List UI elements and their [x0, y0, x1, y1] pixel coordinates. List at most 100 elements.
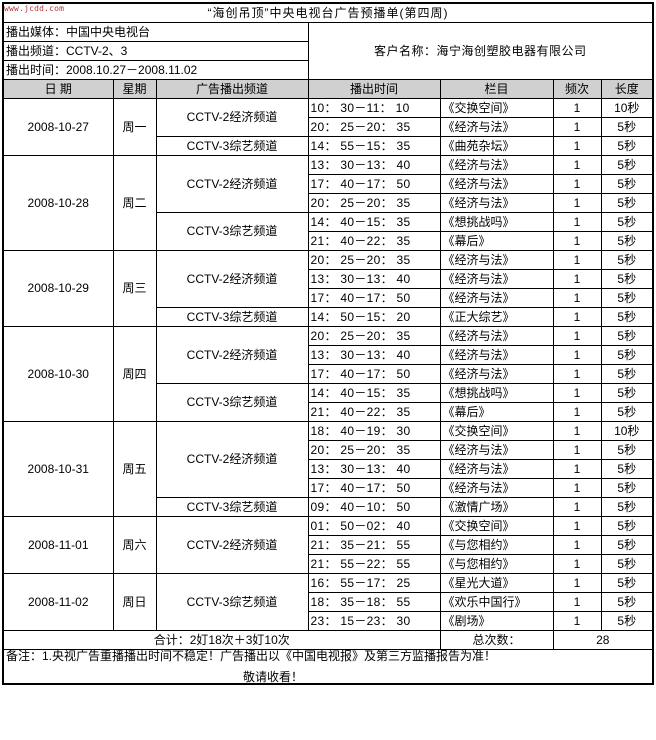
cell-frequency: 1	[552, 363, 602, 384]
cell-weekday: 周三	[112, 249, 157, 327]
cell-frequency: 1	[552, 553, 602, 574]
cell-frequency: 1	[552, 610, 602, 631]
cell-frequency: 1	[552, 382, 602, 403]
table-row: 23： 15－23： 30 《剧场》 1 5秒	[3, 610, 654, 631]
cell-frequency: 1	[552, 591, 602, 612]
table-row: CCTV-3综艺频道 14： 50－15： 20 《正大综艺》 1 5秒	[3, 306, 654, 327]
cell-frequency: 1	[552, 154, 602, 175]
table-row: 2008-11-01 周六 CCTV-2经济频道 01： 50－02： 40 《交换空间…	[2, 515, 654, 574]
cell-length: 5秒	[600, 496, 654, 517]
cell-length: 5秒	[600, 211, 654, 232]
cell-channel: CCTV-3综艺频道	[155, 211, 309, 251]
note-text: 备注：1.央视广告重播播出时间不稳定！广告播出以《中国电视报》及第三方监播报告为…	[6, 649, 497, 663]
cell-time: 17： 40－17： 50	[307, 173, 441, 194]
cell-date: 2008-10-31	[2, 420, 114, 517]
cell-time: 17： 40－17： 50	[307, 477, 441, 498]
table-row: CCTV-3综艺频道 14： 40－15： 35 《想挑战吗》 1 5秒	[3, 382, 654, 422]
cell-date: 2008-10-30	[2, 325, 114, 422]
cell-length: 5秒	[600, 325, 654, 346]
cell-channel: CCTV-2经济频道	[155, 515, 309, 574]
table-row: 21： 40－22： 35 《幕后》 1 5秒	[3, 401, 654, 422]
broadcast-channel-label: 播出频道：CCTV-2、3	[2, 40, 309, 61]
cell-time: 13： 30－13： 40	[307, 268, 441, 289]
cell-time: 09： 40－10： 50	[307, 496, 441, 517]
cell-time: 21： 40－22： 35	[307, 401, 441, 422]
cell-frequency: 1	[552, 287, 602, 308]
cell-program: 《想挑战吗》	[439, 382, 554, 403]
column-header-weekday: 星期	[112, 78, 157, 99]
table-row: 2008-10-27 周一 CCTV-2经济频道 10： 30－11： 10 《交换空间…	[2, 97, 654, 156]
cell-program: 《经济与法》	[439, 173, 554, 194]
cell-program: 《交换空间》	[439, 515, 554, 536]
cell-time: 14： 50－15： 20	[307, 306, 441, 327]
cell-time: 18： 40－19： 30	[307, 420, 441, 441]
cell-frequency: 1	[552, 306, 602, 327]
cell-weekday: 周六	[112, 515, 157, 574]
cell-length: 5秒	[600, 268, 654, 289]
summary-count-label: 总次数：	[439, 629, 554, 650]
cell-weekday: 周一	[112, 97, 157, 156]
cell-date: 2008-10-27	[2, 97, 114, 156]
cell-program: 《曲苑杂坛》	[439, 135, 554, 156]
cell-frequency: 1	[552, 496, 602, 517]
ad-schedule-table: “海创吊顶”中央电视台广告预播单(第四周) 播出媒体：中国中央电视台 客户名称：…	[2, 2, 655, 685]
cell-program: 《经济与法》	[439, 458, 554, 479]
column-header-row: 日 期 星期 广告播出频道 播出时间 栏目 频次 长度	[2, 78, 654, 99]
table-row: 17： 40－17： 50 《经济与法》 1 5秒	[3, 363, 654, 384]
cell-time: 21： 55－22： 55	[307, 553, 441, 574]
cell-length: 5秒	[600, 439, 654, 460]
page-title: “海创吊顶”中央电视台广告预播单(第四周)	[2, 2, 654, 23]
cell-program: 《交换空间》	[439, 97, 554, 118]
cell-channel: CCTV-3综艺频道	[155, 382, 309, 422]
cell-frequency: 1	[552, 439, 602, 460]
cell-length: 5秒	[600, 401, 654, 422]
cell-length: 5秒	[600, 306, 654, 327]
cell-date: 2008-10-29	[2, 249, 114, 327]
cell-channel: CCTV-3综艺频道	[155, 135, 309, 156]
cell-time: 14： 40－15： 35	[307, 211, 441, 232]
cell-program: 《与您相约》	[439, 553, 554, 574]
summary-row: 合计：2奵18次＋3奵10次 总次数： 28	[2, 629, 654, 650]
cell-time: 20： 25－20： 35	[307, 192, 441, 213]
column-header-length: 长度	[600, 78, 654, 99]
info-row-media: 播出媒体：中国中央电视台 客户名称：海宁海创塑胶电器有限公司	[2, 21, 654, 80]
cell-frequency: 1	[552, 230, 602, 251]
cell-time: 23： 15－23： 30	[307, 610, 441, 631]
cell-date: 2008-11-01	[2, 515, 114, 574]
cell-date: 2008-11-02	[2, 572, 114, 631]
cell-frequency: 1	[552, 325, 602, 346]
note-closing: 敬请收看！	[243, 669, 304, 684]
cell-frequency: 1	[552, 572, 602, 593]
cell-program: 《想挑战吗》	[439, 211, 554, 232]
cell-program: 《欢乐中国行》	[439, 591, 554, 612]
cell-program: 《经济与法》	[439, 268, 554, 289]
broadcast-period-label: 播出时间：2008.10.27－2008.11.02	[2, 59, 309, 80]
cell-length: 5秒	[600, 249, 654, 270]
cell-channel: CCTV-3综艺频道	[155, 496, 309, 517]
cell-program: 《幕后》	[439, 230, 554, 251]
cell-time: 18： 35－18： 55	[307, 591, 441, 612]
cell-program: 《交换空间》	[439, 420, 554, 441]
cell-length: 5秒	[600, 363, 654, 384]
table-row: 13： 30－13： 40 《经济与法》 1 5秒	[3, 344, 654, 365]
cell-program: 《经济与法》	[439, 192, 554, 213]
table-body: “海创吊顶”中央电视台广告预播单(第四周) 播出媒体：中国中央电视台 客户名称：…	[2, 2, 654, 684]
cell-frequency: 1	[552, 116, 602, 137]
cell-program: 《幕后》	[439, 401, 554, 422]
cell-program: 《正大综艺》	[439, 306, 554, 327]
cell-time: 21： 35－21： 55	[307, 534, 441, 555]
cell-length: 10秒	[600, 420, 654, 441]
cell-length: 5秒	[600, 534, 654, 555]
cell-length: 5秒	[600, 344, 654, 365]
cell-length: 5秒	[600, 154, 654, 175]
table-row: 21： 40－22： 35 《幕后》 1 5秒	[3, 230, 654, 251]
cell-length: 5秒	[600, 515, 654, 536]
column-header-date: 日 期	[2, 78, 114, 99]
column-header-channel: 广告播出频道	[155, 78, 309, 99]
cell-time: 13： 30－13： 40	[307, 344, 441, 365]
cell-time: 01： 50－02： 40	[307, 515, 441, 536]
cell-program: 《经济与法》	[439, 344, 554, 365]
cell-program: 《剧场》	[439, 610, 554, 631]
cell-program: 《经济与法》	[439, 363, 554, 384]
cell-length: 5秒	[600, 477, 654, 498]
